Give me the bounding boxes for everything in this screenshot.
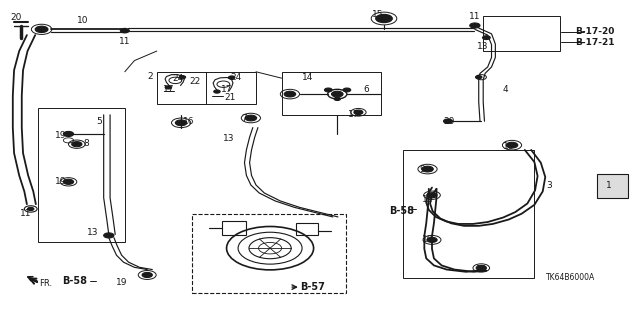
Circle shape [376,14,392,23]
Circle shape [142,272,152,278]
Circle shape [63,131,74,137]
Text: TK64B6000A: TK64B6000A [547,273,595,282]
Text: 12: 12 [422,195,433,204]
Text: 17: 17 [221,85,233,94]
Text: 6: 6 [364,85,369,94]
Circle shape [245,115,257,121]
Circle shape [354,110,363,115]
Circle shape [422,166,433,172]
Circle shape [334,97,340,100]
Text: 11: 11 [119,37,131,46]
Circle shape [214,90,220,93]
Text: 14: 14 [301,73,313,82]
Circle shape [470,23,480,28]
Circle shape [332,91,343,97]
Text: 13: 13 [477,42,489,51]
Text: 10: 10 [77,16,89,25]
Circle shape [476,265,486,271]
Circle shape [120,28,129,33]
Text: 3: 3 [547,181,552,189]
Bar [192,214,346,293]
Circle shape [427,237,437,242]
Circle shape [165,86,172,89]
Circle shape [476,76,482,79]
Bar [483,16,560,51]
Text: FR.: FR. [40,279,52,288]
Circle shape [343,88,351,92]
Bar [597,174,628,198]
Text: 8: 8 [84,139,89,148]
Circle shape [175,120,187,126]
Text: 1: 1 [607,181,612,189]
Circle shape [104,233,114,238]
Text: 11: 11 [469,12,481,21]
Text: 24: 24 [230,73,241,82]
Text: B-57: B-57 [300,282,324,292]
Bar [296,223,318,235]
Text: 20: 20 [444,117,455,126]
Circle shape [28,207,34,211]
Circle shape [444,119,452,123]
Bar [282,72,381,115]
Text: 12: 12 [476,265,487,274]
Circle shape [483,36,490,40]
Circle shape [179,76,186,79]
Text: 17: 17 [348,110,359,119]
Bar [38,108,125,242]
Text: 11: 11 [20,209,31,218]
Text: B-17-20: B-17-20 [575,27,615,36]
Circle shape [324,88,332,92]
Text: 18: 18 [503,142,515,151]
Text: 20: 20 [10,13,22,22]
Circle shape [72,142,82,147]
Text: 4: 4 [503,85,508,94]
Circle shape [63,179,74,184]
Circle shape [35,26,48,33]
Circle shape [427,193,437,198]
Text: 19: 19 [55,131,67,140]
Text: 2: 2 [148,72,153,81]
Bar [157,72,256,104]
Text: 19: 19 [116,278,127,287]
Circle shape [284,91,296,97]
Text: B-58: B-58 [389,205,415,216]
Text: 22: 22 [189,77,201,86]
Text: 19: 19 [55,177,67,186]
Text: 5: 5 [97,117,102,126]
Text: 17: 17 [163,85,174,94]
Bar [222,221,246,235]
Text: 13: 13 [223,134,235,143]
Circle shape [506,142,518,148]
Text: B-17-21: B-17-21 [575,38,615,47]
Text: 9: 9 [420,165,425,174]
Text: 15: 15 [372,10,383,19]
Text: 24: 24 [172,74,184,83]
Circle shape [228,76,235,79]
Text: 19: 19 [422,235,433,244]
Bar [403,150,534,278]
Text: 21: 21 [225,93,236,102]
Text: 7: 7 [242,114,247,122]
Text: 13: 13 [87,228,99,237]
Text: 16: 16 [183,117,195,126]
Text: B-58: B-58 [62,276,88,286]
